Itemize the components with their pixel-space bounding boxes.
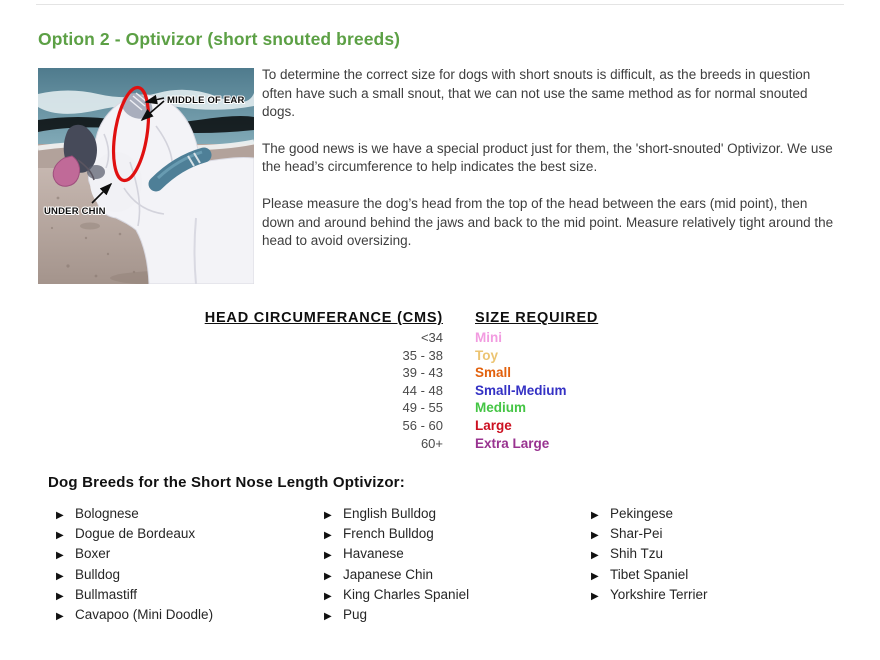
dog-measurement-photo: MIDDLE OF EAR UNDER CHIN [38, 68, 254, 284]
dog-tongue [52, 155, 81, 187]
size-label: Small [475, 365, 512, 381]
triangle-bullet-icon: ▶ [324, 570, 332, 582]
breed-name: English Bulldog [343, 506, 437, 521]
circumference-range: 44 - 48 [402, 382, 443, 398]
triangle-bullet-icon: ▶ [56, 550, 64, 562]
circumference-range: 35 - 38 [402, 347, 443, 363]
triangle-bullet-icon: ▶ [56, 590, 64, 602]
size-label: Extra Large [475, 435, 550, 451]
circumference-range: 56 - 60 [402, 417, 443, 433]
breed-name: Yorkshire Terrier [610, 586, 708, 602]
list-item: ▶ Pug [324, 607, 469, 627]
head-circumference-header: HEAD CIRCUMFERANCE (CMS) [204, 310, 443, 326]
breed-name: Dogue de Bordeaux [75, 526, 196, 542]
triangle-bullet-icon: ▶ [56, 610, 64, 622]
triangle-bullet-icon: ▶ [56, 510, 64, 521]
list-item: ▶ Shih Tzu [591, 546, 708, 566]
page-title: Option 2 - Optivizor (short snouted bree… [38, 29, 401, 49]
list-item: ▶ Havanese [324, 546, 469, 566]
list-item: ▶ Bulldog [56, 567, 213, 587]
circumference-range: 39 - 43 [402, 365, 443, 381]
table-row: 56 - 60 Large [200, 418, 598, 436]
intro-paragraph-2: The good news is we have a special produ… [262, 140, 833, 175]
list-item: ▶ Dogue de Bordeaux [56, 526, 213, 546]
size-label: Medium [475, 400, 527, 416]
table-row: 49 - 55 Medium [200, 400, 598, 418]
list-item: ▶ King Charles Spaniel [324, 587, 469, 607]
triangle-bullet-icon: ▶ [324, 510, 332, 521]
triangle-bullet-icon: ▶ [591, 530, 599, 542]
triangle-bullet-icon: ▶ [324, 530, 332, 542]
middle-of-ear-label: MIDDLE OF EAR [167, 95, 245, 106]
intro-paragraph-1: To determine the correct size for dogs w… [262, 67, 811, 120]
breed-name: Boxer [75, 546, 111, 562]
breed-column-3: ▶ Pekingese ▶ Shar-Pei ▶ Shih Tzu ▶ Tibet Sp… [591, 506, 708, 607]
size-label: Mini [475, 330, 502, 345]
breed-name: Bolognese [75, 506, 139, 521]
list-item: ▶ Pekingese [591, 506, 708, 526]
size-table-header: HEAD CIRCUMFERANCE (CMS) SIZE REQUIRED [200, 310, 598, 326]
breed-name: Pug [343, 606, 368, 622]
list-item: ▶ Japanese Chin [324, 567, 469, 587]
under-chin-label: UNDER CHIN [44, 206, 106, 217]
photo-annotations: MIDDLE OF EAR UNDER CHIN [43, 94, 245, 218]
intro-text: To determine the correct size for dogs w… [262, 66, 834, 269]
breed-name: Havanese [343, 546, 404, 562]
triangle-bullet-icon: ▶ [324, 550, 332, 562]
circumference-range: 49 - 55 [402, 400, 443, 416]
triangle-bullet-icon: ▶ [56, 530, 64, 542]
size-label: Toy [475, 347, 498, 363]
list-item: ▶ Bolognese [56, 506, 213, 526]
size-required-header: SIZE REQUIRED [475, 310, 599, 326]
breed-name: Bullmastiff [75, 586, 138, 602]
triangle-bullet-icon: ▶ [591, 550, 599, 562]
size-label: Small-Medium [475, 382, 567, 398]
top-divider [36, 4, 844, 5]
circumference-range: 60+ [420, 435, 443, 451]
size-table: HEAD CIRCUMFERANCE (CMS) SIZE REQUIRED <… [200, 310, 598, 453]
intro-paragraph-3: Please measure the dog’s head from the t… [262, 195, 834, 249]
breed-name: French Bulldog [343, 526, 434, 542]
list-item: ▶ Cavapoo (Mini Doodle) [56, 607, 213, 627]
measurement-ellipse [111, 85, 151, 183]
breed-name: Bulldog [75, 566, 121, 582]
breed-name: Pekingese [610, 506, 674, 521]
dog-collar [148, 147, 212, 192]
list-item: ▶ Bullmastiff [56, 587, 213, 607]
size-label: Large [475, 417, 512, 433]
list-item: ▶ Shar-Pei [591, 526, 708, 546]
triangle-bullet-icon: ▶ [56, 570, 64, 582]
triangle-bullet-icon: ▶ [591, 510, 599, 521]
breed-name: Cavapoo (Mini Doodle) [75, 606, 214, 622]
beach-debris [80, 222, 100, 230]
breed-column-2: ▶ English Bulldog ▶ French Bulldog ▶ Havane… [324, 506, 469, 627]
triangle-bullet-icon: ▶ [591, 570, 599, 582]
triangle-bullet-icon: ▶ [324, 590, 332, 602]
list-item: ▶ French Bulldog [324, 526, 469, 546]
breed-name: Japanese Chin [343, 566, 434, 582]
table-row: 35 - 38 Toy [200, 348, 598, 366]
table-row: 39 - 43 Small [200, 365, 598, 383]
triangle-bullet-icon: ▶ [324, 610, 332, 622]
breed-name: Tibet Spaniel [610, 566, 689, 582]
table-row: 60+ Extra Large [200, 436, 598, 454]
breed-name: Shih Tzu [610, 546, 664, 562]
list-item: ▶ Boxer [56, 546, 213, 566]
triangle-bullet-icon: ▶ [591, 590, 599, 602]
breed-name: King Charles Spaniel [343, 586, 470, 602]
breed-column-1: ▶ Bolognese ▶ Dogue de Bordeaux ▶ Boxer ▶ Bu… [56, 506, 213, 627]
list-item: ▶ Yorkshire Terrier [591, 587, 708, 607]
list-item: ▶ English Bulldog [324, 506, 469, 526]
table-row: <34 Mini [200, 330, 598, 348]
list-item: ▶ Tibet Spaniel [591, 567, 708, 587]
breeds-heading: Dog Breeds for the Short Nose Length Opt… [48, 474, 405, 491]
circumference-range: <34 [420, 330, 443, 345]
table-row: 44 - 48 Small-Medium [200, 383, 598, 401]
breed-name: Shar-Pei [610, 526, 663, 542]
